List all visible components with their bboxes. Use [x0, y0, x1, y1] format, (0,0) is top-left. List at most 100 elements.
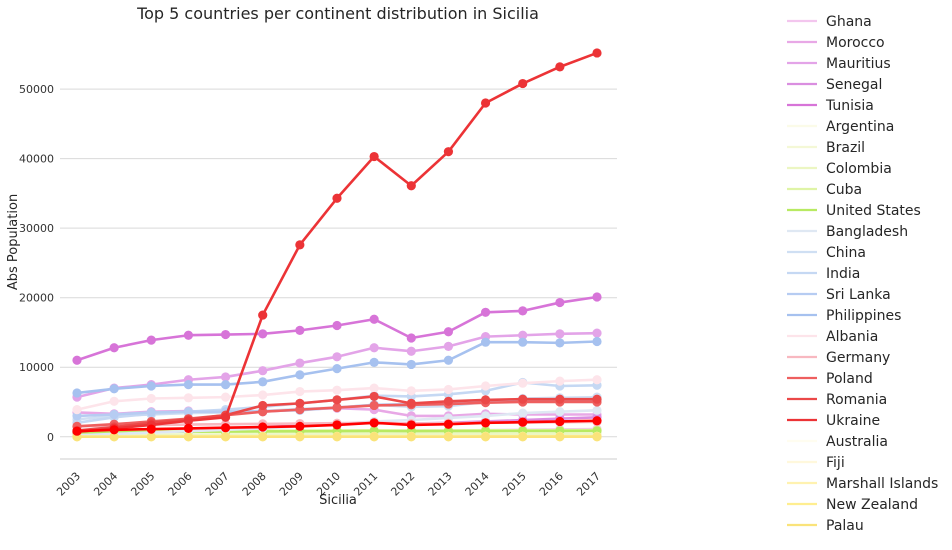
data-point — [184, 331, 193, 340]
x-tick-label: 2009 — [277, 470, 306, 499]
legend-entry: United States — [826, 203, 921, 219]
data-point — [110, 343, 119, 352]
y-tick-label: 50000 — [19, 83, 54, 96]
y-tick-label: 20000 — [19, 292, 54, 305]
data-point — [72, 427, 81, 436]
data-point — [295, 358, 304, 367]
legend-entry: India — [826, 266, 860, 282]
data-point — [258, 401, 267, 410]
data-point — [147, 408, 156, 417]
data-point — [184, 424, 193, 433]
y-tick-label: 40000 — [19, 153, 54, 166]
data-point — [407, 386, 416, 395]
data-point — [444, 356, 453, 365]
data-point — [147, 425, 156, 434]
y-axis-label: Abs Population — [6, 194, 21, 290]
data-point — [407, 420, 416, 429]
x-tick-label: 2015 — [500, 470, 529, 499]
data-point — [555, 377, 564, 386]
data-point — [184, 380, 193, 389]
data-point — [444, 420, 453, 429]
data-point — [518, 338, 527, 347]
data-point — [370, 315, 379, 324]
data-point — [444, 397, 453, 406]
data-point — [555, 417, 564, 426]
data-point — [332, 321, 341, 330]
series-line — [77, 53, 597, 432]
legend-entry: Ukraine — [826, 413, 880, 429]
legend-entry: Morocco — [826, 35, 885, 51]
data-point — [481, 338, 490, 347]
x-tick-label: 2007 — [203, 470, 232, 499]
data-point — [332, 420, 341, 429]
data-point — [332, 194, 341, 203]
data-point — [258, 366, 267, 375]
data-point — [221, 413, 230, 422]
legend-entry: Germany — [826, 350, 890, 366]
data-point — [481, 98, 490, 107]
data-point — [72, 388, 81, 397]
data-point — [481, 381, 490, 390]
data-point — [444, 342, 453, 351]
data-point — [332, 432, 341, 441]
data-point — [370, 343, 379, 352]
y-tick-label: 30000 — [19, 222, 54, 235]
data-point — [258, 329, 267, 338]
y-tick-label: 0 — [47, 431, 54, 444]
x-tick-label: 2014 — [463, 470, 492, 499]
data-point — [518, 79, 527, 88]
data-point — [258, 310, 267, 319]
legend-entry: Mauritius — [826, 56, 891, 72]
data-point — [407, 360, 416, 369]
legend-entry: Poland — [826, 371, 873, 387]
legend-entry: New Zealand — [826, 497, 918, 513]
x-tick-label: 2008 — [240, 470, 269, 499]
legend-entry: Cuba — [826, 182, 862, 198]
data-point — [370, 401, 379, 410]
data-point — [518, 432, 527, 441]
data-point — [184, 432, 193, 441]
data-point — [72, 356, 81, 365]
data-point — [407, 432, 416, 441]
legend-entry: Palau — [826, 518, 864, 534]
data-point — [555, 407, 564, 416]
data-point — [258, 377, 267, 386]
data-point — [555, 329, 564, 338]
data-point — [221, 380, 230, 389]
data-point — [555, 298, 564, 307]
data-point — [295, 370, 304, 379]
data-point — [147, 336, 156, 345]
data-point — [518, 409, 527, 418]
data-point — [444, 147, 453, 156]
data-point — [332, 386, 341, 395]
data-point — [555, 338, 564, 347]
legend-entry: Sri Lanka — [826, 287, 891, 303]
data-point — [221, 423, 230, 432]
data-point — [407, 333, 416, 342]
x-axis-label: Sicilia — [319, 493, 357, 508]
data-point — [444, 327, 453, 336]
data-point — [332, 352, 341, 361]
data-point — [444, 432, 453, 441]
data-point — [147, 381, 156, 390]
data-point — [332, 364, 341, 373]
data-point — [444, 385, 453, 394]
legend-entry: Romania — [826, 392, 887, 408]
legend-entry: Albania — [826, 329, 878, 345]
data-point — [518, 395, 527, 404]
x-tick-label: 2013 — [426, 470, 455, 499]
x-tick-label: 2003 — [54, 470, 83, 499]
data-point — [518, 379, 527, 388]
data-point — [481, 418, 490, 427]
legend-entry: Colombia — [826, 161, 892, 177]
data-point — [370, 418, 379, 427]
legend-entry: Philippines — [826, 308, 901, 324]
data-point — [110, 425, 119, 434]
data-point — [518, 418, 527, 427]
x-tick-label: 2017 — [574, 470, 603, 499]
data-point — [407, 399, 416, 408]
data-point — [481, 308, 490, 317]
legend-entry: China — [826, 245, 866, 261]
data-point — [295, 432, 304, 441]
data-point — [407, 347, 416, 356]
